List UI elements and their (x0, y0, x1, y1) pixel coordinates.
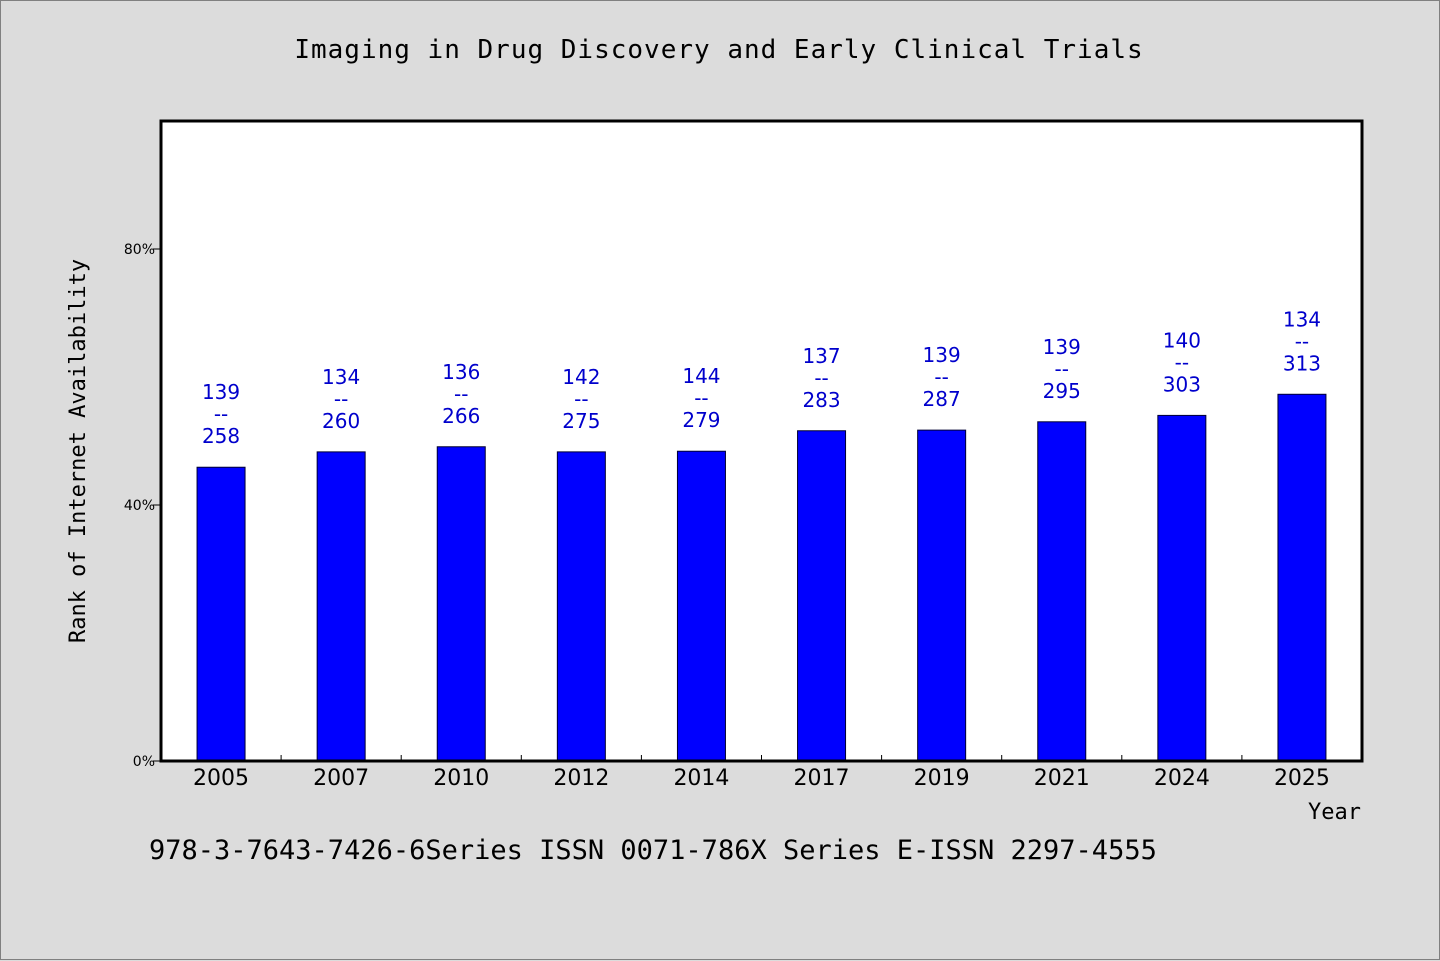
bar-2005 (196, 466, 246, 762)
data-label-bottom: 295 (1043, 379, 1081, 403)
data-label-sep: -- (934, 365, 948, 389)
data-label-top: 144 (682, 364, 720, 388)
y-axis-title: Rank of Internet Availability (66, 259, 91, 643)
bar-2014 (676, 450, 726, 762)
x-tick-label: 2007 (313, 766, 369, 791)
data-label-top: 139 (202, 380, 240, 404)
data-label-bottom: 287 (923, 387, 961, 411)
data-label-bottom: 260 (322, 409, 360, 433)
data-label-sep: -- (1055, 357, 1069, 381)
data-label-bottom: 266 (442, 404, 480, 428)
x-tick-label: 2017 (794, 766, 850, 791)
data-label-sep: -- (334, 387, 348, 411)
data-label-sep: -- (694, 386, 708, 410)
data-label-top: 139 (923, 343, 961, 367)
data-label-bottom: 275 (562, 409, 600, 433)
data-label-bottom: 283 (802, 388, 840, 412)
x-tick-label: 2024 (1154, 766, 1210, 791)
bar-2021 (1037, 421, 1087, 762)
bar-2017 (797, 430, 847, 762)
x-tick-label: 2005 (193, 766, 249, 791)
bar-2019 (917, 429, 967, 762)
bar-2007 (316, 451, 366, 762)
chart-title: Imaging in Drug Discovery and Early Clin… (294, 35, 1144, 65)
x-tick-label: 2014 (673, 766, 729, 791)
data-label-bottom: 279 (682, 408, 720, 432)
data-label-top: 136 (442, 360, 480, 384)
data-label-top: 142 (562, 365, 600, 389)
x-tick-label: 2012 (553, 766, 609, 791)
data-label-sep: -- (574, 387, 588, 411)
bar-2010 (436, 446, 486, 762)
x-axis-title: Year (1308, 800, 1361, 825)
data-label-sep: -- (214, 402, 228, 426)
y-tick-label: 80% (124, 242, 155, 258)
data-label-sep: -- (814, 366, 828, 390)
footer-isbn-issn: 978-3-7643-7426-6Series ISSN 0071-786X S… (149, 835, 1157, 866)
data-label-top: 139 (1043, 335, 1081, 359)
x-tick-label: 2021 (1034, 766, 1090, 791)
plot-border (159, 119, 1364, 763)
y-tick-label: 0% (133, 754, 155, 770)
data-label-bottom: 313 (1283, 351, 1321, 375)
data-label-top: 140 (1163, 328, 1201, 352)
data-label-top: 134 (1283, 307, 1321, 331)
data-label-bottom: 258 (202, 424, 240, 448)
bar-2012 (556, 451, 606, 762)
data-label-sep: -- (1295, 329, 1309, 353)
y-tick-label: 40% (124, 498, 155, 514)
x-tick-label: 2010 (433, 766, 489, 791)
bar-2024 (1157, 414, 1207, 762)
data-label-top: 134 (322, 365, 360, 389)
data-label-sep: -- (1175, 350, 1189, 374)
data-label-top: 137 (802, 344, 840, 368)
x-tick-label: 2019 (914, 766, 970, 791)
x-tick-label: 2025 (1274, 766, 1330, 791)
data-label-bottom: 303 (1163, 372, 1201, 396)
data-label-sep: -- (454, 382, 468, 406)
bar-2025 (1277, 393, 1327, 762)
